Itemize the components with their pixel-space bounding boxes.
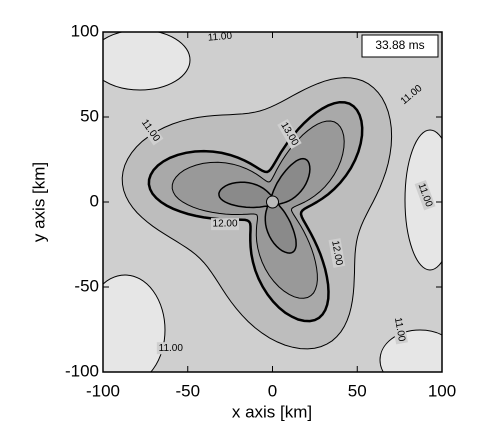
y-axis-label: y axis [km] (29, 162, 48, 242)
y-tick-label: 0 (90, 191, 99, 210)
contour-label-bg (211, 218, 240, 231)
x-tick-label: -100 (86, 381, 120, 400)
y-tick-label: -50 (74, 276, 99, 295)
x-tick-label: 0 (268, 381, 277, 400)
contour-label: 12.00 (329, 240, 344, 267)
contour-label-bg (328, 238, 346, 268)
contour-label: 11.00 (392, 317, 407, 343)
time-annotation: 33.88 ms (375, 38, 424, 52)
time-box (361, 34, 439, 58)
contour-label-bg (414, 179, 436, 211)
x-tick-label: -50 (175, 381, 200, 400)
contour-label: 12.00 (213, 219, 238, 230)
contour-region (266, 195, 279, 209)
contour-label-bg (205, 32, 235, 45)
contour-label-bg (156, 342, 185, 355)
contour-label-bg (396, 81, 427, 109)
contour-label-bg (137, 115, 164, 146)
y-tick-label: -100 (65, 361, 99, 380)
contour-field (103, 32, 442, 372)
contour-labels: 11.0011.0011.0011.0011.0011.0013.0012.00… (137, 31, 436, 355)
y-tick-label: 100 (71, 21, 99, 40)
x-axis-label: x axis [km] (232, 402, 312, 421)
y-tick-label: 50 (80, 106, 99, 125)
contour-label-bg (391, 314, 408, 345)
contour-patch (103, 32, 191, 91)
x-tick-label: 100 (428, 381, 456, 400)
contour-patch (103, 274, 166, 372)
contour-label: 11.00 (207, 31, 233, 44)
x-tick-label: 50 (348, 381, 367, 400)
contour-label-bg (277, 118, 302, 150)
contour-label: 11.00 (159, 343, 184, 354)
contour-region (218, 157, 311, 254)
